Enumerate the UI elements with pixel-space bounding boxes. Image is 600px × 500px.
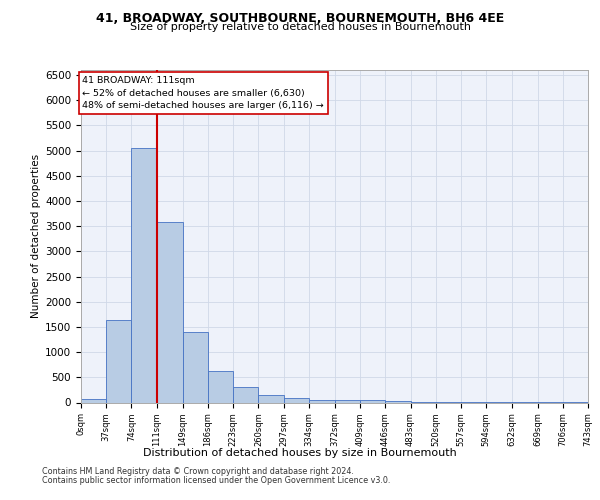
Bar [81, 399, 106, 402]
Bar [259, 395, 284, 402]
Y-axis label: Number of detached properties: Number of detached properties [31, 154, 41, 318]
Text: Contains public sector information licensed under the Open Government Licence v3: Contains public sector information licen… [42, 476, 391, 485]
Bar [284, 398, 309, 402]
Bar [182, 332, 208, 402]
Bar [360, 400, 385, 402]
Bar [309, 400, 335, 402]
Bar [233, 387, 259, 402]
Text: 41, BROADWAY, SOUTHBOURNE, BOURNEMOUTH, BH6 4EE: 41, BROADWAY, SOUTHBOURNE, BOURNEMOUTH, … [96, 12, 504, 26]
Bar [131, 148, 157, 402]
Text: Distribution of detached houses by size in Bournemouth: Distribution of detached houses by size … [143, 448, 457, 458]
Bar [208, 372, 233, 402]
Bar [335, 400, 360, 402]
Bar [106, 320, 131, 402]
Bar [385, 401, 410, 402]
Text: Contains HM Land Registry data © Crown copyright and database right 2024.: Contains HM Land Registry data © Crown c… [42, 467, 354, 476]
Bar [157, 222, 182, 402]
Text: Size of property relative to detached houses in Bournemouth: Size of property relative to detached ho… [130, 22, 470, 32]
Text: 41 BROADWAY: 111sqm
← 52% of detached houses are smaller (6,630)
48% of semi-det: 41 BROADWAY: 111sqm ← 52% of detached ho… [82, 76, 324, 110]
